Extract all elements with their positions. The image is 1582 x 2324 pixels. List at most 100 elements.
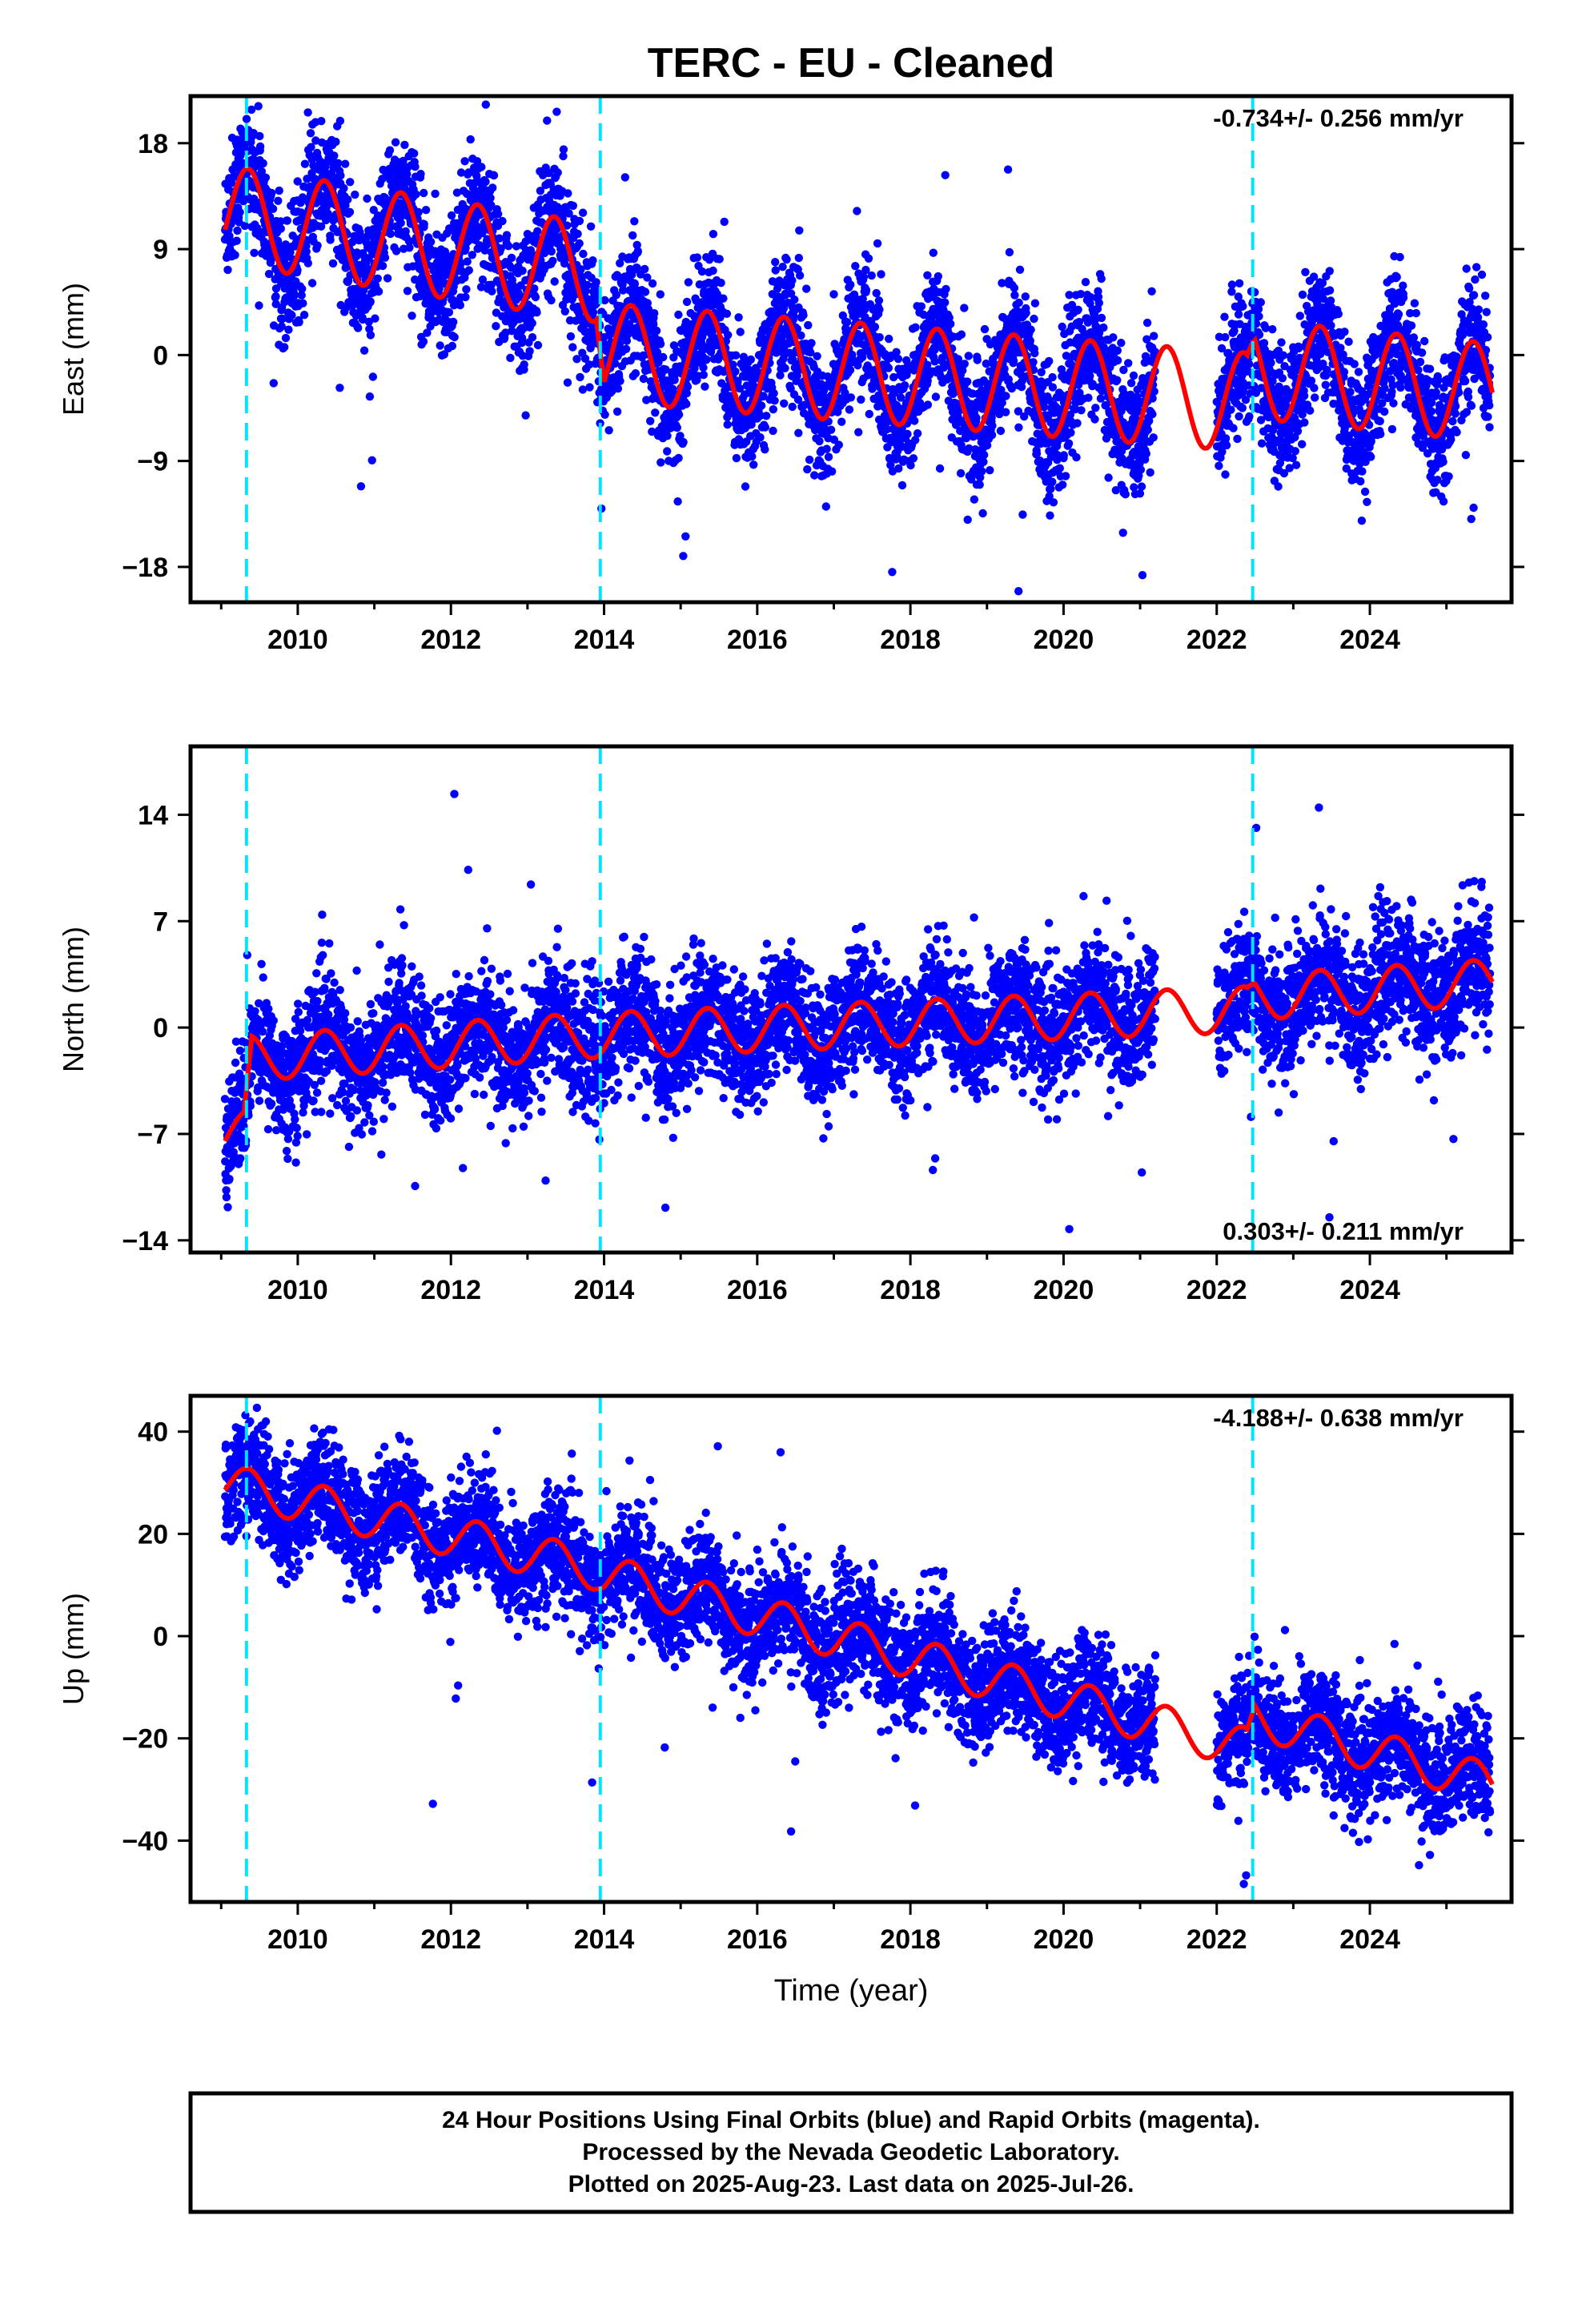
east-point (1221, 470, 1230, 479)
east-point (762, 412, 771, 420)
east-point (487, 280, 496, 289)
east-point (620, 173, 629, 182)
east-point (1003, 165, 1013, 174)
east-point (410, 74, 418, 82)
east-point (897, 480, 907, 490)
east-point (533, 340, 543, 350)
east-point (851, 262, 860, 271)
east-point (770, 396, 779, 405)
east-point (576, 372, 584, 382)
east-point (1045, 356, 1054, 366)
east-point (1099, 323, 1108, 332)
east-point (875, 333, 884, 342)
east-point (821, 502, 831, 511)
east-point (476, 283, 486, 292)
east-point (996, 426, 1006, 436)
east-point (486, 194, 495, 203)
east-point (670, 376, 679, 384)
east-point (761, 445, 769, 454)
east-point (311, 136, 320, 145)
east-point (1267, 358, 1275, 368)
east-point (259, 159, 267, 168)
east-point (788, 276, 797, 285)
east-point (826, 425, 836, 434)
east-point (494, 210, 503, 219)
east-point (799, 311, 808, 320)
east-point (674, 410, 684, 419)
east-point (639, 374, 648, 384)
east-point (573, 229, 582, 239)
east-point (699, 363, 708, 372)
east-point (1132, 708, 1140, 716)
east-point (807, 339, 816, 348)
east-point (1064, 439, 1074, 448)
east-point (295, 318, 303, 327)
east-point (769, 405, 777, 414)
east-point (612, 407, 622, 416)
east-point (1021, 292, 1030, 301)
east-point (501, 328, 510, 337)
east-point (1235, 279, 1244, 287)
east-point (884, 364, 893, 372)
east-point (946, 320, 955, 328)
east-point (302, 247, 311, 256)
east-point (1014, 298, 1023, 308)
east-point (1235, 412, 1243, 421)
east-point (358, 315, 367, 324)
east-point (970, 495, 979, 504)
east-point (621, 344, 631, 353)
east-point (255, 131, 264, 141)
east-point (317, 117, 326, 126)
east-point (298, 284, 307, 293)
east-point (531, 292, 540, 302)
east-point (1277, 338, 1286, 347)
east-point (528, 333, 537, 342)
east-point (1222, 440, 1231, 450)
east-point (652, 326, 661, 336)
east-point (917, 302, 926, 311)
east-point (963, 377, 972, 386)
east-point (371, 314, 379, 323)
east-point (741, 482, 750, 491)
east-point (525, 347, 534, 356)
east-point (1221, 332, 1230, 342)
east-point (1279, 351, 1288, 360)
east-point (1018, 510, 1027, 519)
east-point (1066, 428, 1075, 437)
east-point (1058, 322, 1066, 332)
east-point (1229, 424, 1238, 432)
east-point (1010, 283, 1019, 292)
east-point (365, 392, 375, 401)
east-point (328, 259, 338, 268)
east-point (1150, 332, 1158, 340)
east-point (386, 229, 395, 239)
east-point (1074, 305, 1082, 314)
east-point (1325, 286, 1335, 295)
east-point (274, 196, 283, 205)
east-point (373, 274, 382, 283)
east-point (978, 467, 986, 476)
east-point (240, 221, 250, 231)
east-point (794, 428, 803, 437)
east-point (935, 464, 945, 473)
east-point (702, 355, 711, 364)
east-point (293, 266, 302, 275)
east-point (723, 420, 732, 429)
east-point (845, 405, 854, 414)
east-point (1233, 434, 1242, 444)
east-point (255, 301, 263, 310)
east-point (824, 452, 833, 461)
east-point (356, 482, 366, 491)
east-point (731, 367, 740, 376)
east-point (495, 234, 504, 243)
east-point (335, 116, 345, 126)
east-point (650, 309, 659, 318)
east-point (978, 509, 987, 518)
east-point (756, 433, 765, 442)
east-point (307, 143, 315, 151)
east-point (250, 248, 259, 257)
east-point (681, 532, 690, 541)
east-point (1010, 291, 1019, 300)
east-point (345, 207, 355, 216)
east-point (233, 226, 242, 235)
